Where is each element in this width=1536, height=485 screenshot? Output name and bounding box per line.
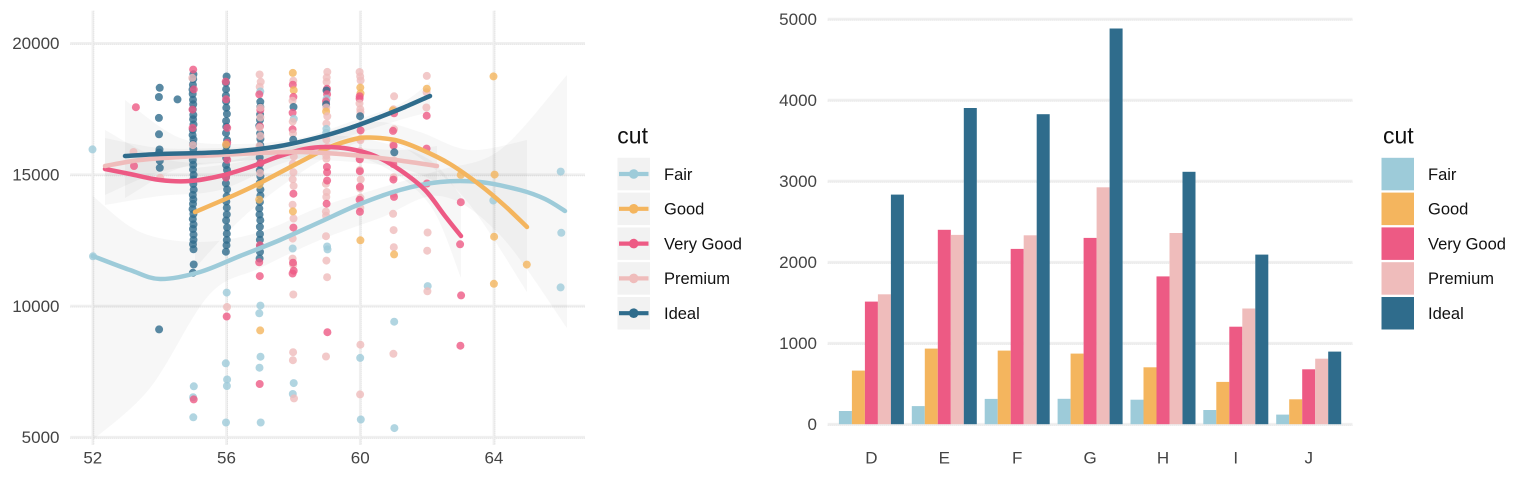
svg-text:cut: cut	[617, 123, 648, 149]
svg-text:Premium: Premium	[1428, 270, 1494, 288]
svg-text:4000: 4000	[779, 91, 817, 110]
svg-text:Good: Good	[664, 201, 704, 219]
svg-text:15000: 15000	[12, 166, 59, 185]
svg-text:G: G	[1083, 449, 1096, 468]
svg-text:10000: 10000	[12, 297, 59, 316]
svg-text:Ideal: Ideal	[664, 305, 700, 323]
svg-text:5000: 5000	[779, 10, 817, 29]
svg-text:Fair: Fair	[1428, 166, 1457, 184]
svg-text:20000: 20000	[12, 34, 59, 53]
svg-text:F: F	[1012, 449, 1022, 468]
svg-text:64: 64	[484, 449, 503, 468]
svg-text:Premium: Premium	[664, 270, 730, 288]
svg-text:Very Good: Very Good	[664, 235, 742, 253]
svg-text:I: I	[1233, 449, 1238, 468]
svg-text:3000: 3000	[779, 172, 817, 191]
svg-text:E: E	[939, 449, 950, 468]
svg-text:J: J	[1304, 449, 1313, 468]
svg-text:5000: 5000	[22, 428, 60, 447]
svg-text:D: D	[865, 449, 877, 468]
svg-text:52: 52	[83, 449, 102, 468]
svg-text:60: 60	[351, 449, 370, 468]
svg-text:Fair: Fair	[664, 166, 693, 184]
svg-text:56: 56	[217, 449, 236, 468]
svg-text:Ideal: Ideal	[1428, 305, 1464, 323]
svg-text:Good: Good	[1428, 201, 1468, 219]
svg-text:cut: cut	[1383, 123, 1414, 149]
svg-text:H: H	[1157, 449, 1169, 468]
svg-text:2000: 2000	[779, 253, 817, 272]
svg-text:1000: 1000	[779, 334, 817, 353]
svg-text:Very Good: Very Good	[1428, 235, 1506, 253]
svg-text:0: 0	[808, 415, 817, 434]
